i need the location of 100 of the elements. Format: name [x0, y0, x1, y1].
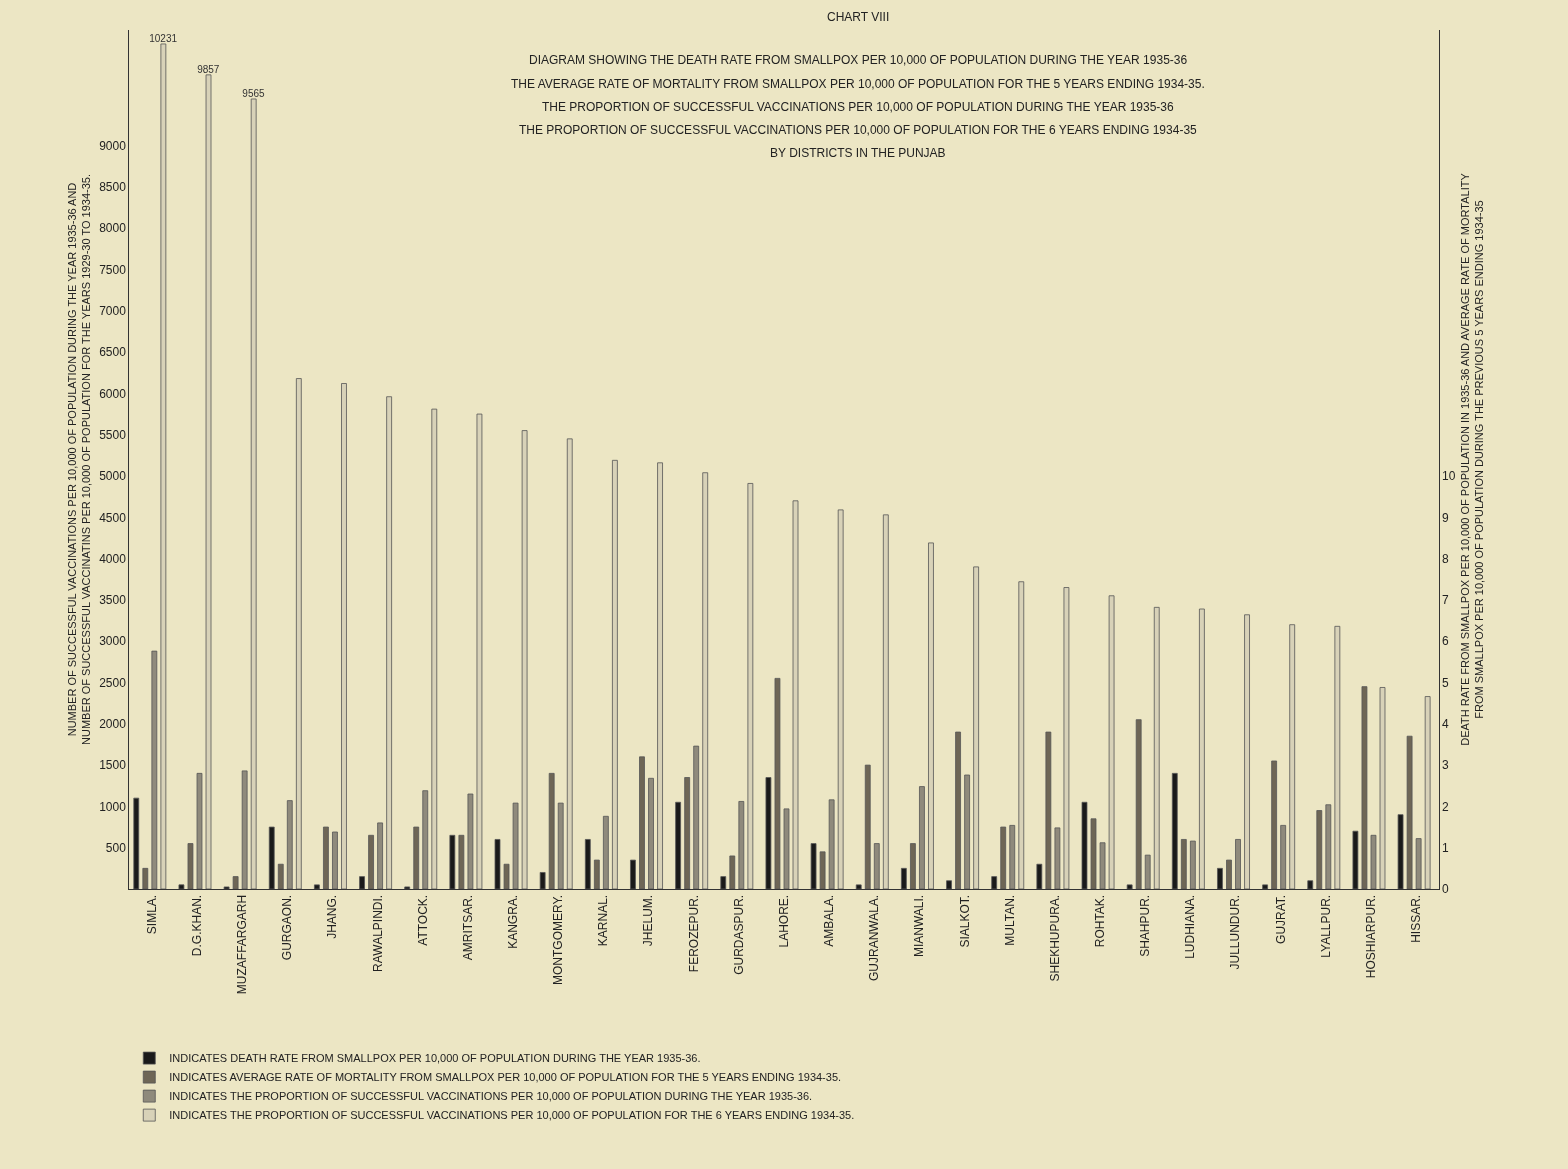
bar	[1144, 854, 1151, 889]
bar	[431, 408, 438, 889]
y2-axis-title: DEATH RATE FROM SMALLPOX PER 10,000 OF POPULATION IN 1935-36 AND AVERAGE RATE OF MORTALITY FROM SMALLPOX PER 10,000 OF POPULATION DURING THE PREVIOUS 5 YEARS ENDING 1934-35	[1458, 172, 1486, 746]
bar	[1235, 839, 1241, 889]
bar	[1153, 606, 1160, 889]
bar	[1379, 687, 1386, 889]
bar	[1126, 884, 1133, 889]
y2-tick-label: 1	[1442, 840, 1450, 855]
bar	[1063, 587, 1070, 889]
x-tick-label: KARNAL.	[596, 894, 611, 947]
bar	[919, 786, 925, 889]
bar	[566, 438, 573, 889]
y-tick-label: 7500	[99, 262, 127, 277]
bar	[792, 500, 799, 889]
bar	[882, 514, 889, 889]
x-tick-label: LYALLPUR.	[1318, 894, 1333, 958]
bar	[1081, 801, 1088, 889]
bar	[286, 800, 293, 889]
bar	[928, 542, 934, 889]
bar	[901, 867, 907, 889]
data-label: 9565	[242, 87, 266, 99]
bar	[675, 801, 681, 889]
y2-tick-label: 0	[1442, 882, 1450, 897]
bar	[1361, 686, 1368, 889]
x-tick-label: SHEKHUPURA.	[1047, 894, 1062, 982]
bar	[955, 731, 961, 889]
x-tick-label: AMBALA.	[822, 894, 837, 947]
bar	[1352, 830, 1359, 889]
x-tick-label: HOSHIARPUR.	[1363, 894, 1378, 979]
bar	[864, 764, 871, 889]
bar	[1135, 719, 1142, 889]
bar	[1108, 595, 1115, 889]
bar	[1262, 884, 1268, 889]
y-tick-label: 6500	[99, 345, 127, 360]
bar	[494, 839, 501, 889]
x-tick-label: HISSAR.	[1409, 894, 1424, 943]
legend-label: INDICATES AVERAGE RATE OF MORTALITY FROM SMALLPOX PER 10,000 OF POPULATION FOR THE 5 YEARS ENDING 1934-35.	[169, 1071, 842, 1084]
y-tick-label: 1000	[99, 799, 127, 814]
bar	[1334, 625, 1341, 889]
y-tick-label: 4000	[99, 551, 127, 566]
y2-tick-label: 8	[1442, 551, 1450, 566]
x-tick-label: JULLUNDUR.	[1228, 894, 1243, 970]
x-tick-label: SHAHPUR.	[1138, 894, 1153, 957]
bar	[702, 472, 709, 889]
bar	[205, 74, 212, 889]
bar	[359, 876, 365, 889]
x-tick-label: MUZAFFARGARH	[235, 894, 250, 995]
y2-tick-label: 2	[1442, 799, 1450, 814]
x-tick-label: AMRITSAR.	[460, 894, 475, 961]
y-tick-label: 8000	[99, 221, 127, 236]
y-tick-label: 3000	[99, 634, 127, 649]
bar	[368, 834, 374, 889]
bar	[386, 396, 393, 889]
x-tick-label: GURGAON.	[280, 894, 295, 961]
bar	[584, 839, 591, 889]
bar	[277, 863, 284, 889]
y-tick-label: 5000	[99, 469, 127, 484]
bar	[323, 826, 329, 889]
data-label: 10231	[149, 32, 178, 44]
y-tick-label: 4500	[99, 510, 127, 525]
bar	[332, 831, 338, 889]
bar	[232, 876, 239, 889]
bar	[1370, 834, 1377, 889]
x-tick-label: SIALKOT.	[957, 894, 972, 948]
bar	[539, 872, 546, 889]
bar	[837, 509, 844, 889]
bar	[810, 843, 817, 889]
bar	[241, 770, 248, 889]
y-tick-label: 500	[105, 840, 127, 855]
bar	[314, 884, 320, 889]
bar	[1226, 859, 1232, 889]
bar	[738, 801, 745, 889]
y2-tick-label: 7	[1442, 593, 1450, 608]
bar	[503, 863, 510, 889]
x-tick-label: GUJRANWALA.	[867, 894, 882, 982]
bar	[178, 884, 185, 889]
y2-tick-label: 6	[1442, 634, 1450, 649]
x-tick-label: D.G.KHAN.	[189, 894, 204, 957]
bar	[973, 566, 980, 889]
x-tick-label: JHANG.	[325, 894, 340, 939]
bar	[250, 98, 257, 889]
bar	[1199, 608, 1205, 889]
x-tick-label: MIANWALI.	[912, 894, 927, 958]
bar	[512, 802, 519, 889]
bar	[404, 886, 411, 889]
x-tick-label: RAWALPINDI.	[370, 894, 385, 972]
bar	[151, 650, 158, 889]
x-tick-label: LUDHIANA.	[1183, 894, 1198, 959]
bar	[1244, 614, 1250, 889]
bar	[268, 826, 275, 889]
bar	[720, 876, 727, 889]
bar	[1171, 772, 1178, 889]
bar	[223, 886, 230, 889]
y2-tick-label: 5	[1442, 675, 1450, 690]
bar	[1424, 696, 1431, 889]
legend-label: INDICATES DEATH RATE FROM SMALLPOX PER 10,000 OF POPULATION DURING THE YEAR 1935-36.	[169, 1052, 701, 1065]
bar	[774, 677, 781, 889]
bar	[1217, 867, 1223, 889]
bar	[639, 756, 645, 889]
x-tick-label: MULTAN.	[1002, 894, 1017, 946]
